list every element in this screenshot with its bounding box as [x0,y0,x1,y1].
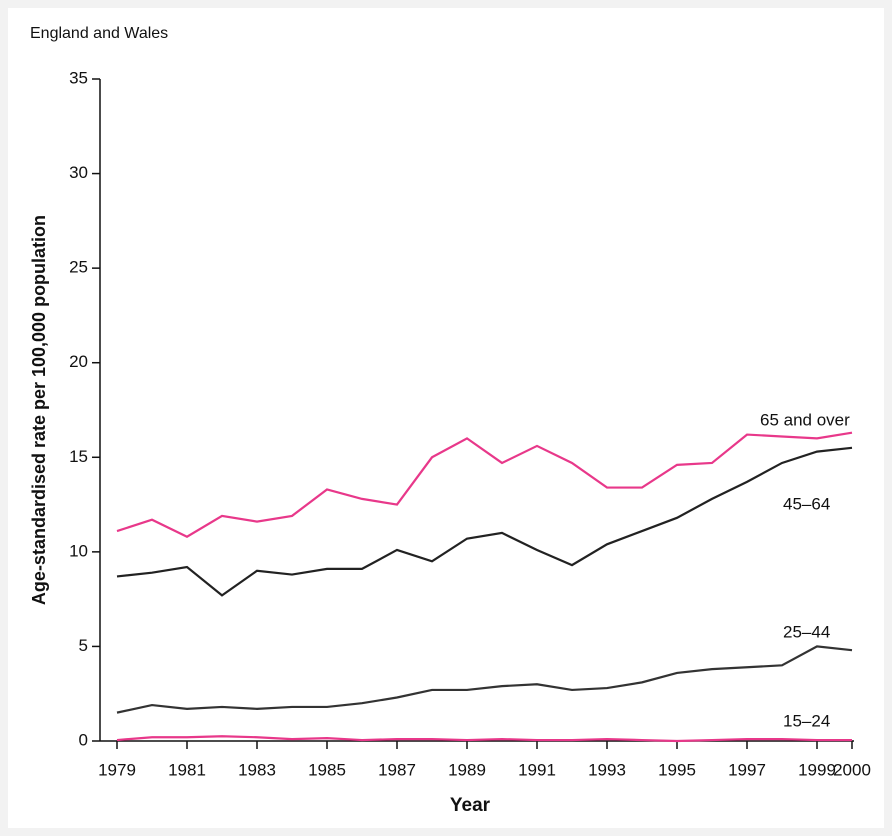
x-tick-label: 1999 [798,760,836,779]
y-tick-label: 25 [69,258,88,277]
y-tick-label: 35 [69,68,88,87]
series-line [116,645,853,714]
y-tick-label: 30 [69,163,88,182]
series-line [116,446,853,597]
x-tick-label: 1979 [98,760,136,779]
series-label: 25–44 [783,622,830,641]
y-tick-label: 15 [69,447,88,466]
series-label: 45–64 [783,494,830,513]
series-label: 15–24 [783,711,830,730]
x-tick-label: 1987 [378,760,416,779]
y-tick-label: 5 [79,636,88,655]
chart-title: England and Wales [30,25,168,42]
x-tick-label: 1991 [518,760,556,779]
x-tick-label: 1981 [168,760,206,779]
x-tick-label: 2000 [833,760,871,779]
x-axis-label: Year [450,795,491,816]
x-tick-label: 1983 [238,760,276,779]
x-tick-label: 1985 [308,760,346,779]
y-tick-label: 20 [69,352,88,371]
series-line [116,735,852,743]
y-tick-label: 0 [79,730,88,749]
series-label: 65 and over [760,410,850,429]
x-tick-label: 1993 [588,760,626,779]
x-tick-label: 1997 [728,760,766,779]
y-axis-label: Age-standardised rate per 100,000 popula… [29,215,49,605]
x-tick-label: 1995 [658,760,696,779]
y-tick-label: 10 [69,541,88,560]
x-tick-label: 1989 [448,760,486,779]
series-line [116,431,853,538]
panel [8,8,884,828]
